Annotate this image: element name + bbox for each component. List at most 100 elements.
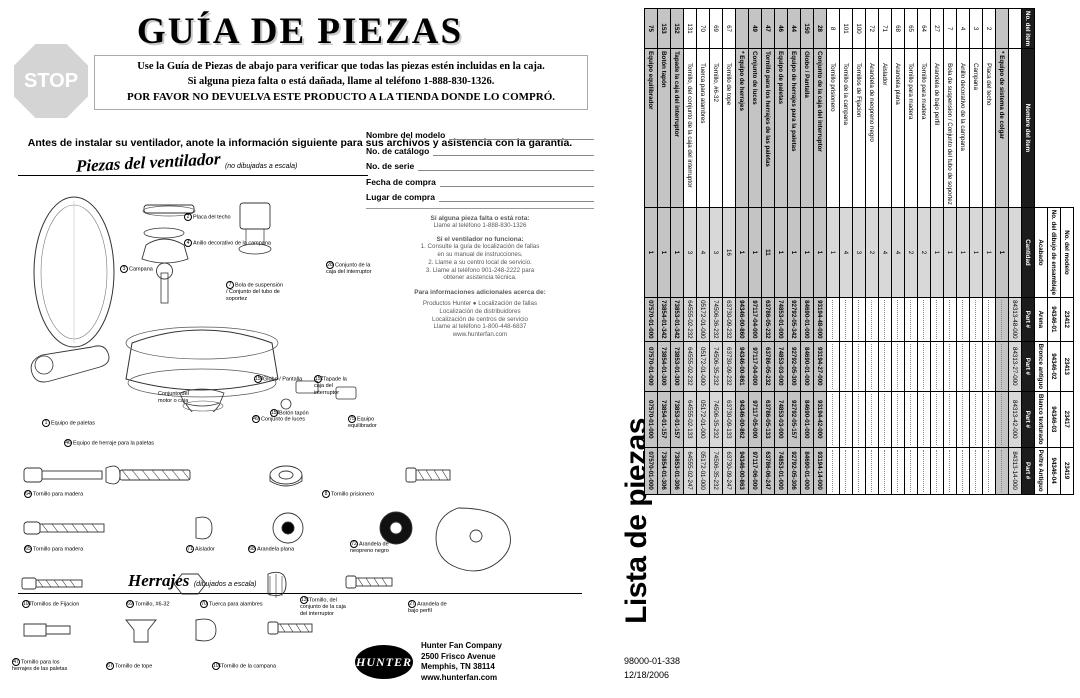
form-row-date[interactable]: Fecha de compra bbox=[366, 177, 594, 187]
cell-part-number-2: 74853-03-000 bbox=[774, 341, 788, 392]
cell-item-no: 44 bbox=[787, 8, 801, 49]
cell-part-number-1: 74853-01-000 bbox=[774, 297, 788, 342]
note-info-heading: Para informaciones adicionales acerca de… bbox=[414, 289, 546, 296]
form-row-catalog[interactable]: No. de catálogo bbox=[366, 146, 594, 156]
cell-part-number-3 bbox=[852, 391, 866, 448]
notice-box: Use la Guía de Piezas de abajo para veri… bbox=[94, 55, 588, 110]
cell-item-no: 67 bbox=[722, 8, 736, 49]
cell-part-number-3 bbox=[839, 391, 853, 448]
diagram-bullet-2: 2 bbox=[184, 213, 192, 221]
table-row: 69 Tornillo, #6-32 3 74506-36-232 74506-35-2… bbox=[709, 8, 723, 495]
cell-part-number-3: 07570-01-000 bbox=[644, 391, 658, 448]
hardware-bullet-71: 71 bbox=[186, 545, 194, 553]
hardware-text-27: Arandela de bajo perfil bbox=[408, 601, 447, 615]
table-row: 3 Campana 1 bbox=[969, 8, 983, 495]
parts-table-part-header-values: 84313-48-000 84313-27-000 84313-42-000 8… bbox=[1008, 8, 1022, 495]
part-header-bronce: 84313-27-000 bbox=[1008, 341, 1022, 392]
cell-part-number-1 bbox=[943, 297, 957, 342]
cell-part-number-2: 07570-01-000 bbox=[644, 341, 658, 392]
cell-quantity: 11 bbox=[761, 207, 775, 298]
parts-list-table-wrapper: No. del modelo 23412 23413 23417 23419 N… bbox=[644, 8, 1074, 495]
parts-table-body: * Equipo de sistema de colgar 1 2 Placa del… bbox=[644, 8, 1009, 495]
table-row: 47 Tornillo para los herrajes de las pale… bbox=[761, 8, 775, 495]
cell-item-no bbox=[995, 8, 1009, 49]
cell-part-number-1 bbox=[917, 297, 931, 342]
cell-part-number-1 bbox=[904, 297, 918, 342]
owner-record-form: Nombre del modelo No. de catálogo No. de… bbox=[366, 130, 594, 346]
form-input-catalog[interactable] bbox=[433, 147, 594, 156]
part-header-blanco: 84313-42-000 bbox=[1008, 391, 1022, 448]
cell-quantity: 1 bbox=[969, 207, 983, 298]
cell-part-number-1: 74506-36-232 bbox=[709, 297, 723, 342]
diagram-bullet-28: 28 bbox=[326, 261, 334, 269]
cell-part-number-3: 64555-02-133 bbox=[683, 391, 697, 448]
cell-part-number-3 bbox=[891, 391, 905, 448]
cell-item-name: * Equipo de sistema de colgar bbox=[995, 48, 1009, 208]
form-input-date[interactable] bbox=[439, 178, 594, 187]
cell-item-name: Tornillos de Fijacion bbox=[852, 48, 866, 208]
cell-part-number-3: 74853-03-000 bbox=[774, 391, 788, 448]
cell-part-number-1: 64555-02-232 bbox=[683, 297, 697, 342]
diagram-bullet-150: 150 bbox=[254, 375, 264, 383]
table-row: 44 Equipo de herrajes para la paletas 1 927… bbox=[787, 8, 801, 495]
hardware-bullet-131: 131 bbox=[300, 596, 310, 604]
cell-part-number-2 bbox=[995, 341, 1009, 392]
fan-illustration bbox=[30, 196, 357, 412]
cell-part-number-3: 93194-42-000 bbox=[813, 391, 827, 448]
hardware-label-8: 8 Tornillo prisionero bbox=[322, 490, 374, 498]
cell-part-number-3 bbox=[904, 391, 918, 448]
note-info-line-3: Localización de centros de servicio bbox=[432, 315, 528, 323]
cell-quantity: 1 bbox=[813, 207, 827, 298]
cell-item-name: Tornillo de tope bbox=[722, 48, 736, 208]
cell-part-number-3: 63730-09-133 bbox=[722, 391, 736, 448]
cell-item-no: 70 bbox=[696, 8, 710, 49]
cell-part-number-4 bbox=[943, 447, 957, 495]
stop-sign-icon: STOP bbox=[14, 44, 88, 118]
company-name: Hunter Fan Company bbox=[421, 640, 502, 650]
cell-quantity: 1 bbox=[748, 207, 762, 298]
hardware-label-71: 71 Aislador bbox=[186, 545, 215, 553]
company-street: 2500 Frisco Avenue bbox=[421, 651, 496, 661]
col-item-name: Nombre del item bbox=[1021, 48, 1035, 208]
cell-part-number-3: 73854-01-157 bbox=[657, 391, 671, 448]
cell-part-number-4: 74506-35-232 bbox=[709, 447, 723, 495]
table-row: 68 Arandela plana 4 bbox=[891, 8, 905, 495]
diagram-label-balance-kit: 75 Equipo equilibrador bbox=[348, 415, 394, 430]
cell-quantity: 4 bbox=[891, 207, 905, 298]
form-row-place[interactable]: Lugar de compra bbox=[366, 192, 594, 202]
cell-quantity: 1 bbox=[774, 207, 788, 298]
note-missing-heading: Si alguna pieza falta o está rota: bbox=[430, 214, 530, 222]
diagram-label-globe: 150Globo / Pantalla bbox=[254, 375, 302, 383]
table-row: 49 Conjunto de luces 1 97117-04-000 97117-04… bbox=[748, 8, 762, 495]
form-input-model[interactable] bbox=[449, 131, 594, 140]
note-not-working-step-1b: en su manual de instrucciones. bbox=[437, 251, 523, 258]
cell-part-number-4 bbox=[995, 447, 1009, 495]
cell-item-no: 152 bbox=[670, 8, 684, 49]
company-website[interactable]: www.hunterfan.com bbox=[421, 673, 498, 683]
cell-item-name: Bola de suspension / Conjunto del tubo d… bbox=[943, 48, 957, 208]
diagram-label-canopy-ring: 4 Anillo decorativo de la campana bbox=[184, 239, 271, 247]
hardware-label-67: 67 Tornillo de tope bbox=[106, 662, 152, 670]
form-row-model[interactable]: Nombre del modelo bbox=[366, 130, 594, 140]
form-input-serial[interactable] bbox=[418, 162, 594, 171]
col-item-no: No. del item bbox=[1021, 8, 1035, 49]
form-label-model: Nombre del modelo bbox=[366, 130, 446, 140]
table-row: 46 Equipo de paletas 1 74853-01-000 74853-03… bbox=[774, 8, 788, 495]
cell-part-number-1: 94346-00-860 bbox=[735, 297, 749, 342]
table-row: 70 Tuerca para alambres 4 05172-01-000 05172… bbox=[696, 8, 710, 495]
cell-part-number-4 bbox=[917, 447, 931, 495]
hardware-bullet-65: 65 bbox=[24, 545, 32, 553]
diagram-label-blade-assembly: 1 Equipo de paletas bbox=[42, 419, 95, 427]
hardware-label-72: 72 Arandela de neopreno negro bbox=[350, 540, 398, 555]
company-city: Memphis, TN 38114 bbox=[421, 662, 495, 672]
warranty-instruction: Antes de instalar su ventilador, anote l… bbox=[27, 137, 573, 149]
drawing-94346-01: 94346-01 bbox=[1047, 297, 1061, 342]
cell-item-name: Arandela de bajo perfil bbox=[930, 48, 944, 208]
cell-part-number-2 bbox=[891, 341, 905, 392]
part-header-arena: 84313-48-000 bbox=[1008, 297, 1022, 342]
form-input-place[interactable] bbox=[438, 193, 594, 202]
cell-item-name: Equipo de paletas bbox=[774, 48, 788, 208]
cell-part-number-1 bbox=[891, 297, 905, 342]
form-row-serial[interactable]: No. de serie bbox=[366, 161, 594, 171]
diagram-bullet-152: 152 bbox=[314, 375, 324, 383]
